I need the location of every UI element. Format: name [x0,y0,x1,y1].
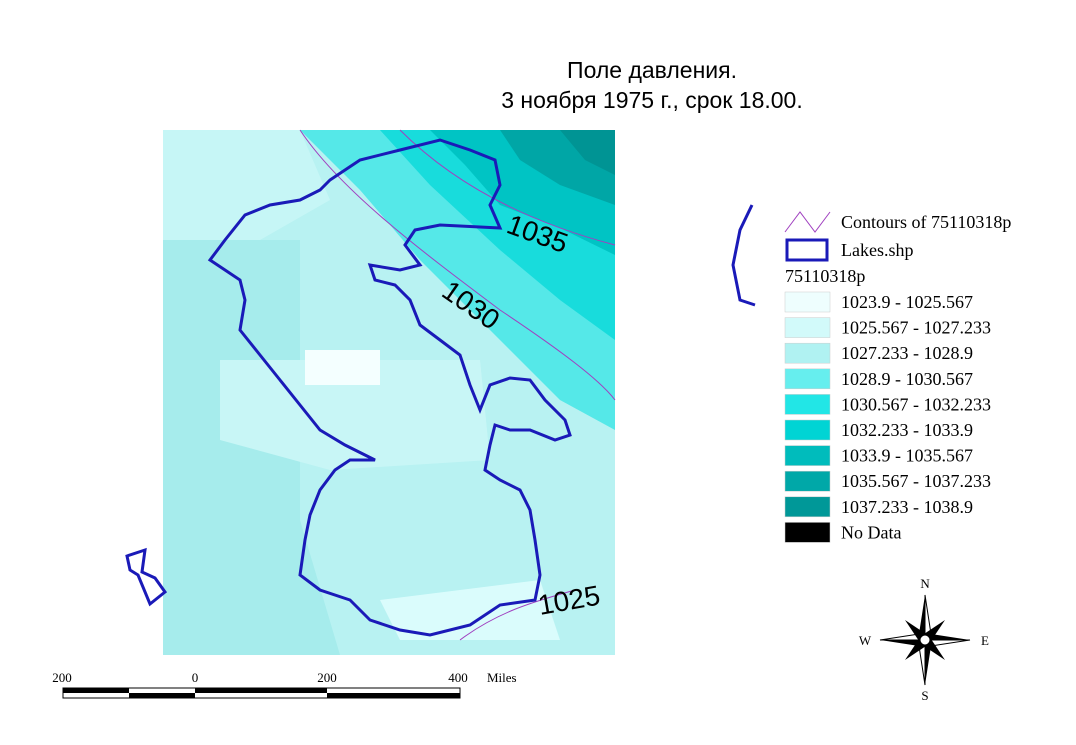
scale-unit: Miles [487,670,517,685]
legend-class-label: 1028.9 - 1030.567 [841,369,973,389]
legend-label: Lakes.shp [841,240,913,260]
compass-label: N [920,576,930,591]
compass: N W E S [859,576,989,703]
legend-class-label: 1035.567 - 1037.233 [841,471,991,491]
compass-label: S [921,688,928,703]
title-line: 3 ноября 1975 г., срок 18.00. [501,87,802,113]
legend: Contours of 75110318p Lakes.shp 75110318… [784,211,1011,543]
legend-class-label: 1037.233 - 1038.9 [841,497,973,517]
compass-label: W [859,633,872,648]
legend-swatch [784,496,831,518]
legend-class-label: 1033.9 - 1035.567 [841,446,973,466]
scale-label: 200 [52,670,72,685]
legend-class-label: 1032.233 - 1033.9 [841,420,973,440]
legend-swatch [784,445,831,466]
legend-label: Contours of 75110318p [841,212,1011,232]
title-line: Поле давления. [567,57,737,83]
legend-layer: 75110318p [785,266,865,286]
legend-swatch [784,522,831,543]
raster [163,130,615,655]
legend-lake-symbol [785,238,829,262]
legend-class-label: No Data [841,522,901,542]
scale-label: 400 [448,670,468,685]
legend-contour-symbol [784,211,831,233]
legend-swatch [784,317,831,338]
legend-class-label: 1025.567 - 1027.233 [841,318,991,338]
contours [299,129,616,641]
legend-class-label: 1030.567 - 1032.233 [841,394,991,414]
legend-swatch [784,368,831,390]
scale-bar [62,687,461,699]
compass-label: E [981,633,989,648]
scale-label: 0 [192,670,199,685]
legend-class-label: 1027.233 - 1028.9 [841,343,973,363]
legend-swatch [784,470,831,492]
legend-class-label: 1023.9 - 1025.567 [841,292,973,312]
legend-swatch [784,342,831,364]
legend-swatch [784,291,831,313]
scale-label: 200 [317,670,337,685]
lakes [125,138,756,637]
legend-swatch [784,394,831,415]
legend-swatch [784,419,831,441]
